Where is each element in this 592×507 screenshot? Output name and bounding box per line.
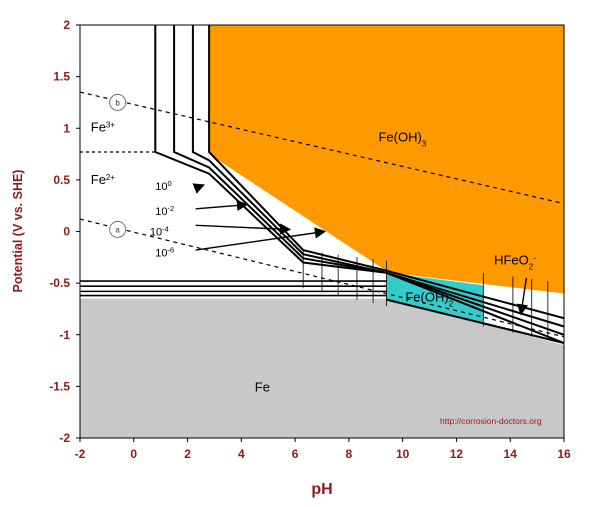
water-line-b: [79, 91, 565, 205]
label-fe-oh2: Fe(OH)2: [405, 290, 453, 309]
x-tick-label-0: 0: [130, 447, 137, 461]
boundary-series-10-6: [208, 25, 565, 320]
x-axis-title: pH: [311, 481, 332, 498]
y-tick-label--2: -2: [59, 431, 70, 445]
x-tick-label-4: 4: [238, 447, 245, 461]
fe-oh2-lower-boundary: [386, 298, 565, 344]
y-tick-label-1.5: 1.5: [53, 70, 70, 84]
y-tick-label-0.5: 0.5: [53, 173, 70, 187]
y-tick-label--1.5: -1.5: [49, 379, 70, 393]
region-fe-oh-2: [386, 272, 484, 323]
water-line-label-a: a: [115, 225, 120, 234]
label-fe2-plus: Fe2+: [91, 172, 116, 187]
x-tick-label-2: 2: [184, 447, 191, 461]
y-tick-label-2: 2: [63, 18, 70, 32]
concentration-label-0: 100: [155, 179, 171, 194]
hfeo2-arrow: [516, 277, 528, 316]
credit-url: http://corrosion-doctors.org: [440, 416, 542, 426]
x-tick-label-8: 8: [346, 447, 353, 461]
concentration-label-2: 10-4: [150, 224, 169, 239]
boundary-series-10-0: [154, 25, 565, 344]
label-fe-oh3: Fe(OH)3: [378, 130, 426, 149]
x-tick-label-6: 6: [292, 447, 299, 461]
concentration-arrow-0: [192, 183, 205, 194]
concentration-arrow-2: [195, 223, 292, 235]
water-line-label-b: b: [115, 98, 120, 107]
x-tick-label-14: 14: [504, 447, 518, 461]
region-fe-oh-3: [209, 25, 564, 294]
ticks-layer: -2 0 2 4 6 8 10 12 14 16 2 1.5 1 0.5 0 -0.5 -1 -1.5 -2: [49, 18, 571, 461]
x-tick-label--2: -2: [75, 447, 86, 461]
y-tick-label-1: 1: [63, 121, 70, 135]
boundary-lines-layer: ab: [79, 25, 565, 344]
x-tick-label-12: 12: [450, 447, 464, 461]
label-hfeo2-minus: HFeO2-: [494, 253, 536, 272]
water-line-marker-b: [109, 94, 127, 111]
y-tick-label--0.5: -0.5: [49, 276, 70, 290]
y-tick-label-0: 0: [63, 225, 70, 239]
water-line-marker-a: [109, 221, 127, 238]
concentration-arrow-3: [195, 227, 327, 251]
x-tick-label-10: 10: [396, 447, 410, 461]
label-fe: Fe: [255, 380, 270, 395]
concentration-label-1: 10-2: [155, 203, 174, 218]
boundary-series-10-4: [191, 25, 565, 328]
label-fe3-plus: Fe3+: [91, 119, 116, 134]
regions-layer: [80, 25, 564, 438]
water-line-a: [79, 218, 565, 338]
x-tick-label-16: 16: [557, 447, 571, 461]
region-fe: [80, 298, 564, 438]
labels-layer: Fe(OH)3 Fe(OH)2 Fe Fe3+ Fe2+ HFeO2- 100 10-2 10-…: [91, 119, 536, 394]
y-tick-label--1: -1: [59, 328, 70, 342]
y-axis-title: Potential (V vs. SHE): [11, 170, 25, 293]
concentration-arrow-1: [195, 199, 249, 212]
boundary-series-10-2: [173, 25, 565, 336]
concentration-label-3: 10-6: [155, 245, 174, 260]
